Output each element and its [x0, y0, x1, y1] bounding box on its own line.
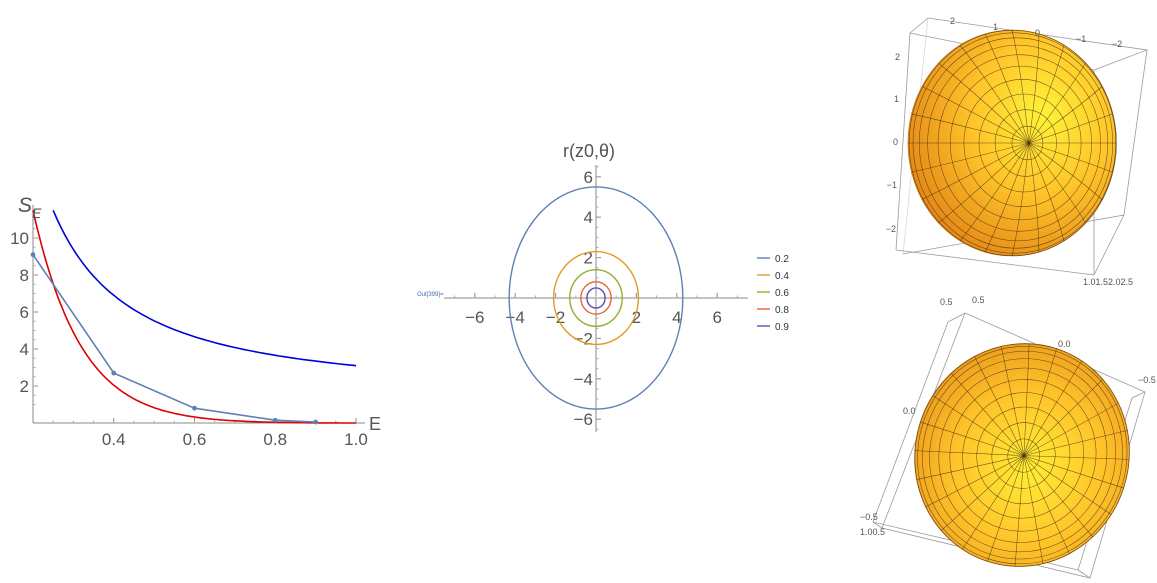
axis-tick-label: −2 [1112, 39, 1122, 49]
axis-tick-label: 0 [893, 137, 898, 147]
axis-tick-label: 1 [894, 94, 899, 104]
axis-tick-label: 2 [895, 52, 900, 62]
x-tick-label: −4 [506, 308, 525, 327]
x-tick-label: 0.8 [263, 430, 287, 449]
output-cell-label: Out[399]= [417, 292, 444, 298]
axis-tick-label: 0.5 [940, 297, 953, 307]
entropy-chart-series [30, 209, 357, 425]
sphere-bottom-ticks: 0.5 0.5 0.0 −0.5 0.0 −0.5 1.00.5 [860, 295, 1156, 537]
axis-tick-label: −2 [886, 224, 896, 234]
legend-label: 0.4 [775, 271, 789, 282]
data-point [192, 405, 197, 411]
axis-tick-label: −1 [887, 180, 897, 190]
series-curve-0.9 [586, 287, 606, 309]
axis-tick-label: 0.0 [1058, 339, 1071, 349]
axis-tick-label: 1 [993, 22, 998, 32]
axis-tick-label: −1 [1076, 34, 1086, 44]
legend: 0.2 0.4 0.6 0.8 0.9 [757, 254, 789, 333]
data-point [272, 417, 278, 423]
polar-chart-title: r(z0,θ) [563, 141, 615, 161]
x-tick-label: 4 [672, 308, 681, 327]
y-tick-label: 8 [20, 266, 29, 285]
y-tick-label: 6 [584, 168, 593, 187]
axis-tick-label: 2 [950, 16, 955, 26]
data-point [313, 419, 319, 425]
axis-tick-label: −0.5 [1138, 375, 1156, 385]
sphere-mesh [908, 29, 1117, 257]
y-axis-label: SE [18, 194, 42, 221]
x-tick-label: 0.4 [102, 430, 126, 449]
entropy-chart: 0.4 0.6 0.8 1.0 2 4 6 8 10 SE E [10, 194, 381, 449]
axis-tick-label: −0.5 [860, 512, 878, 522]
sphere-plot-bottom: 0.5 0.5 0.0 −0.5 0.0 −0.5 1.00.5 [860, 295, 1156, 579]
series-data-line [32, 254, 316, 423]
legend-label: 0.9 [775, 322, 789, 333]
data-point [30, 252, 36, 258]
y-tick-label: 2 [20, 377, 29, 396]
y-tick-label: 4 [20, 340, 29, 359]
x-tick-label: 2 [632, 308, 641, 327]
legend-label: 0.6 [775, 288, 789, 299]
x-tick-label: −6 [465, 308, 484, 327]
legend-label: 0.2 [775, 254, 789, 265]
y-tick-label: 6 [20, 303, 29, 322]
entropy-chart-axes [32, 205, 365, 424]
legend-label: 0.8 [775, 305, 789, 316]
series-curve-0.6 [569, 269, 623, 327]
axis-tick-label: 0 [1035, 28, 1040, 38]
x-tick-label: 6 [712, 308, 721, 327]
sphere-mesh [914, 343, 1130, 567]
sphere-top-ticks: 2 1 0 −1 −2 2 1 0 −1 −2 1.01.52.02.5 [886, 16, 1133, 287]
series-curve-0.8 [580, 281, 612, 315]
y-tick-label: 10 [10, 229, 29, 248]
x-axis-label: E [369, 414, 381, 434]
axis-tick-label: 0.0 [903, 406, 916, 416]
y-tick-label: 2 [584, 249, 593, 268]
series-red-curve [32, 210, 356, 424]
polar-chart-series [508, 186, 684, 410]
entropy-chart-ticks: 0.4 0.6 0.8 1.0 2 4 6 8 10 [10, 209, 368, 449]
series-curve-0.4 [552, 250, 640, 346]
y-tick-label: −4 [574, 370, 593, 389]
data-point [111, 370, 117, 376]
sphere-plot-top: 2 1 0 −1 −2 2 1 0 −1 −2 1.01.52.02.5 [886, 16, 1148, 287]
series-curve-0.2 [508, 186, 684, 410]
y-tick-label: 4 [584, 208, 593, 227]
series-blue-curve [52, 209, 357, 367]
axis-tick-label: 1.00.5 [860, 527, 885, 537]
sphere-surface [914, 343, 1130, 567]
x-tick-label: 1.0 [344, 430, 368, 449]
y-tick-label: −6 [574, 410, 593, 429]
x-tick-label: 0.6 [183, 430, 207, 449]
axis-tick-label: 0.5 [972, 295, 985, 305]
axis-tick-label: 1.01.52.02.5 [1083, 277, 1133, 287]
